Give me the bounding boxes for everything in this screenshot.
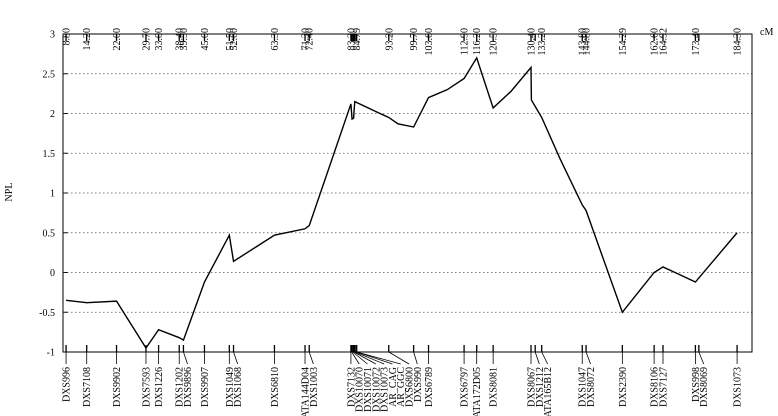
y-tick-label: 2 [50,109,55,120]
marker-label: DXS6797 [460,367,471,407]
marker-label: DXS10072 [371,367,382,412]
x-tick-label: 51.50 [225,28,236,51]
marker-label: DXS1212 [535,367,546,407]
x-tick-label: 99.70 [409,28,420,51]
marker-label: DXS10071 [363,367,374,412]
marker-label: DXS9896 [183,367,194,407]
x-tick-label: 154.29 [618,28,629,56]
x-tick-label: 39.50 [179,28,190,51]
marker-leader [183,351,188,365]
marker-leader [352,351,368,365]
marker-label: DXS1003 [309,367,320,407]
x-tick-label: 29.70 [141,28,152,51]
marker-label: DXS1049 [225,367,236,407]
marker-leader [351,351,360,365]
marker-label: GATA172D05 [472,367,483,416]
x-tick-label: 103.60 [424,28,435,56]
marker-label: DXS990 [413,367,424,402]
x-tick-label: 120.50 [489,28,500,56]
marker-label: DXS1073 [733,367,744,407]
marker-label: DXS7108 [82,367,93,407]
x-tick-label: 144.80 [582,28,593,56]
y-tick-label: 0 [50,268,55,279]
x-tick-label: 45.00 [200,28,211,51]
y-tick-label: 1 [50,189,55,200]
x-tick-label: 184.30 [733,28,744,56]
marker-label: DXS998 [691,367,702,402]
marker-leader [585,351,591,365]
marker-leader [388,351,410,365]
x-tick-label: 33.00 [154,28,165,51]
marker-label: AR_GGC [396,367,407,407]
y-tick-label: 3 [50,30,55,41]
x-tick-label: 38.40 [175,28,186,51]
marker-label: DXS6810 [270,367,281,407]
marker-label: DXS9902 [112,367,123,407]
y-tick-label: -1 [47,348,55,359]
x-unit-label: cM [760,27,773,38]
marker-leader [354,351,385,365]
marker-label: DXS7593 [141,367,152,407]
marker-leader [353,351,377,365]
plot-frame [62,33,753,353]
x-tick-label: 143.80 [578,28,589,56]
marker-label: AR_CAG [388,367,399,407]
x-tick-label: 130.40 [527,28,538,56]
marker-label: DXS10073 [380,367,391,412]
marker-label: GATA165B12 [543,367,554,416]
x-tick-label: 93.20 [384,28,395,51]
y-tick-label: 2.5 [43,69,56,80]
marker-label: GATA144D04 [301,367,312,416]
marker-label: DXS8072 [586,367,597,407]
npl-line [65,56,738,350]
marker-label: DXS8067 [527,367,538,407]
marker-label: DXS996 [62,367,73,402]
marker-label: DXS1226 [154,367,165,407]
marker-label: DXS1047 [578,367,589,407]
x-tick-label: 52.60 [229,28,240,51]
x-tick-label: 22.00 [112,28,123,51]
x-tick-label: 164.92 [658,28,669,56]
marker-label: DXS1068 [233,367,244,407]
y-tick-label: 1.5 [43,149,56,160]
marker-label: DXS8106 [650,367,661,407]
marker-label: DXS7132 [346,367,357,407]
x-tick-label: 133.20 [537,28,548,56]
y-axis-label: NPL [4,183,15,202]
x-tick-label: 72.40 [305,28,316,51]
marker-label: DXS2390 [618,367,629,407]
marker-label: DXS6789 [424,367,435,407]
marker-leader [356,351,401,365]
x-tick-label: 84.79 [352,28,363,51]
marker-leader [541,351,548,365]
marker-leader [698,351,705,365]
marker-label: DXS9907 [200,367,211,407]
marker-label: DXS8069 [699,367,710,407]
marker-label: DXS7127 [658,367,669,407]
marker-label: DXS10070 [355,367,366,412]
marker-leader [308,351,314,365]
x-tick-label: 116.20 [472,28,483,55]
x-tick-label: 8.80 [62,28,73,46]
marker-label: DXS1202 [175,367,186,407]
marker-leader [413,351,418,365]
x-tick-label: 162.60 [650,28,661,56]
x-tick-label: 63.30 [270,28,281,51]
x-tick-label: 173.40 [691,28,702,56]
x-tick-label: 112.90 [460,28,471,55]
x-tick-label: 71.30 [301,28,312,51]
marker-label: DXS6800 [405,367,416,407]
y-tick-label: 0.5 [43,228,56,239]
marker-leader [534,351,540,365]
y-tick-label: -0.5 [39,308,55,319]
x-tick-label: 14.20 [82,28,93,51]
marker-leader [233,351,239,365]
marker-label: DXS8081 [489,367,500,407]
